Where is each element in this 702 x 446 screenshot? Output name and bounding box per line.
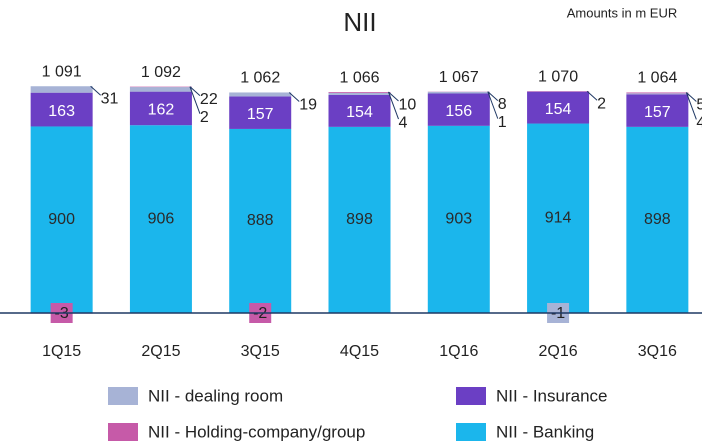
data-label: 157 (644, 104, 671, 121)
x-tick-label: 2Q16 (539, 343, 578, 360)
bar-segment (229, 92, 292, 97)
bar-segment (129, 125, 192, 313)
callout-line (487, 91, 499, 119)
data-label: 4 (399, 114, 408, 131)
data-label: 900 (48, 211, 75, 228)
x-tick-label: 4Q15 (340, 343, 379, 360)
data-label: 154 (545, 101, 572, 118)
callout-line (388, 91, 399, 120)
legend-swatch (456, 423, 486, 441)
bar-segment (427, 125, 490, 313)
data-label: 8 (498, 96, 507, 113)
callout-line (685, 92, 697, 120)
data-label: 2 (597, 95, 606, 112)
legend-label: NII - dealing room (148, 386, 283, 405)
legend-swatch (108, 387, 138, 405)
total-label: 1 066 (339, 69, 379, 86)
x-tick-label: 2Q15 (141, 343, 180, 360)
total-label: 1 091 (42, 63, 82, 80)
data-label: 157 (247, 106, 274, 123)
data-label: 162 (148, 102, 175, 119)
bar-segment (328, 92, 391, 93)
total-label: 1 064 (637, 70, 677, 87)
callout-line (90, 85, 101, 96)
callout-line (586, 90, 598, 101)
x-tick-label: 3Q16 (638, 343, 677, 360)
callout-line (686, 92, 697, 102)
data-label: 1 (498, 114, 507, 131)
data-label: 156 (445, 103, 472, 120)
callout-line (189, 86, 201, 97)
bar-segment (229, 96, 292, 129)
bar-segment (229, 128, 292, 313)
bar-segment (328, 92, 391, 95)
data-label: 5 (696, 97, 702, 114)
bar-segment (626, 92, 689, 94)
chart-subtitle: Amounts in m EUR (567, 5, 678, 20)
callout-line (388, 91, 399, 102)
legend-label: NII - Holding-company/group (148, 422, 365, 441)
bar-segment (527, 123, 590, 313)
data-label: 4 (696, 115, 702, 132)
data-label: 163 (48, 103, 75, 120)
chart-title: NII (343, 7, 376, 37)
bar-segment (129, 91, 192, 126)
bar-segment (427, 91, 490, 94)
bar-segment (626, 93, 689, 95)
bar-segment (527, 91, 590, 124)
data-label: 888 (247, 212, 274, 229)
bar-segment (626, 94, 689, 127)
bar-segment (626, 126, 689, 314)
total-label: 1 092 (141, 64, 181, 81)
bar-segment (30, 86, 93, 93)
callout-line (189, 86, 201, 114)
bar-segment (427, 93, 490, 126)
bar-segment (30, 126, 93, 313)
data-label: 914 (545, 209, 572, 226)
callout-line (487, 91, 499, 102)
data-label: 906 (148, 210, 175, 227)
x-tick-label: 1Q16 (439, 343, 478, 360)
callout-line (288, 92, 300, 102)
data-label: 903 (445, 211, 472, 228)
legend-swatch (108, 423, 138, 441)
x-tick-label: 1Q15 (42, 343, 81, 360)
legend-label: NII - Banking (496, 422, 594, 441)
bar-segment (129, 87, 192, 92)
data-label: 898 (644, 211, 671, 228)
bar-segment (328, 126, 391, 314)
data-label: 22 (200, 91, 218, 108)
data-label: 31 (101, 90, 119, 107)
x-tick-label: 3Q15 (241, 343, 280, 360)
data-label: 2 (200, 109, 209, 126)
total-label: 1 062 (240, 70, 280, 87)
data-label: 154 (346, 104, 373, 121)
bar-segment (30, 92, 93, 127)
data-label: 898 (346, 211, 373, 228)
total-label: 1 070 (538, 68, 578, 85)
legend-label: NII - Insurance (496, 386, 608, 405)
total-label: 1 067 (439, 69, 479, 86)
bar-segment (328, 94, 391, 127)
data-label: 19 (299, 97, 317, 114)
data-label: 10 (399, 96, 417, 113)
legend-swatch (456, 387, 486, 405)
